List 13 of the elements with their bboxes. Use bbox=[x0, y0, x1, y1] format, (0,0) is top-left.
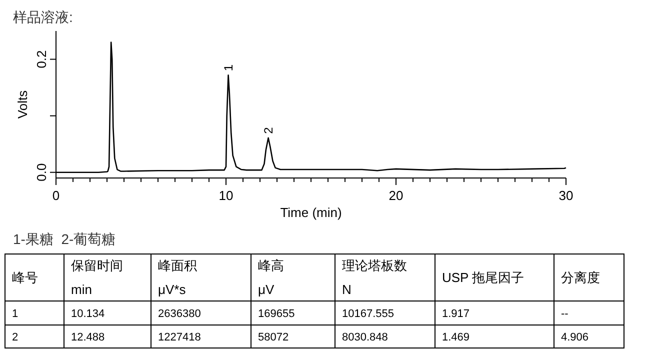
text: 1-果糖 2-葡萄糖 bbox=[13, 231, 116, 247]
y-tick-label: 0.0 bbox=[34, 163, 49, 182]
x-tick-label: 30 bbox=[558, 188, 574, 203]
chart-title: 样品溶液: bbox=[13, 9, 73, 25]
y-tick-label: 0.2 bbox=[34, 50, 49, 68]
annotation: 2 bbox=[261, 126, 276, 134]
x-tick-label: 0 bbox=[52, 188, 60, 203]
x-tick-label: 10 bbox=[218, 188, 234, 203]
annotation: 1 bbox=[221, 64, 236, 72]
y-axis-title: Volts bbox=[15, 90, 30, 119]
x-axis-title: Time (min) bbox=[280, 205, 342, 220]
x-tick-label: 20 bbox=[388, 188, 404, 203]
table: 峰号 保留时间 min 峰面积 μV*s 峰高 μV 理论塔板数 N USP 拖尾因子 分离度 1 10.134 2636380 169655 10167.555 1.917 -- 2 12.488 1227418 58072 8030.848 1.469 4.906 bbox=[4, 254, 624, 348]
